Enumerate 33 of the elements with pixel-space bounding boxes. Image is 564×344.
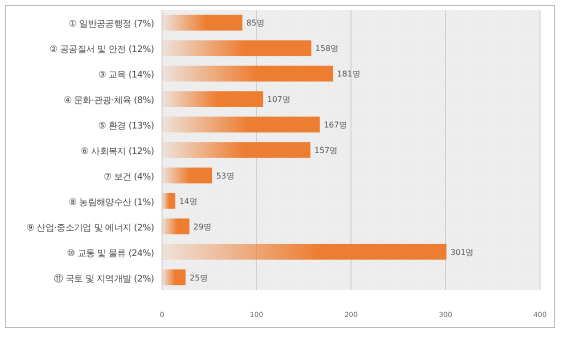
data-label: 181명 <box>337 70 360 79</box>
data-label: 158명 <box>315 44 339 54</box>
bar <box>162 244 446 260</box>
bar <box>162 14 242 31</box>
bar <box>162 142 310 158</box>
data-label: 14명 <box>179 196 198 206</box>
bar <box>162 168 212 184</box>
bar <box>162 193 176 209</box>
data-label: 107명 <box>267 95 290 104</box>
data-label: 167명 <box>324 120 348 130</box>
y-tick-label: ⑦ 보건 (4%) <box>104 172 154 182</box>
y-tick-label: ① 일반공공행정 (7%) <box>68 20 154 30</box>
bar <box>162 218 190 234</box>
y-tick-label: ② 공공질서 및 안전 (12%) <box>50 45 154 56</box>
y-tick-label: ⑥ 사회복지 (12%) <box>80 147 154 157</box>
bar <box>162 116 320 132</box>
data-label: 29명 <box>193 222 212 232</box>
y-tick-label: ④ 문화·관광·체육 (8%) <box>64 96 154 106</box>
bar <box>162 40 312 56</box>
y-tick-label: ⑧ 농림해양수산 (1%) <box>68 198 154 208</box>
bar <box>162 66 334 82</box>
y-tick-label: ⑪ 국토 및 지역개발 (2%) <box>54 273 154 284</box>
bar <box>162 269 186 286</box>
data-label: 157명 <box>314 146 338 155</box>
bar <box>162 91 264 107</box>
data-label: 53명 <box>216 171 234 180</box>
y-tick-label: ⑨ 산업·중소기업 및 에너지 (2%) <box>26 223 154 234</box>
data-label: 25명 <box>190 273 208 282</box>
y-tick-label: ⑤ 환경 (13%) <box>98 122 154 132</box>
data-label: 301명 <box>450 248 474 257</box>
data-label: 85명 <box>246 18 265 28</box>
y-tick-label: ③ 교육 (14%) <box>98 70 154 81</box>
y-tick-label: ⑩ 교통 및 물류 (24%) <box>66 248 154 259</box>
